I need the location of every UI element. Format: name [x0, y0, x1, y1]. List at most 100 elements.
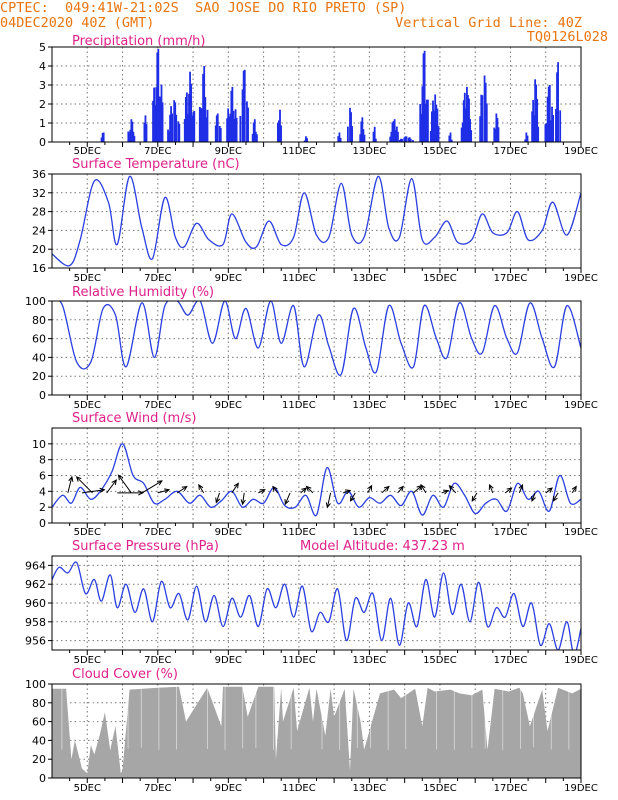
series-6: [52, 684, 581, 778]
wind-arrow: [413, 485, 422, 494]
wind-arrow-head: [349, 495, 355, 502]
x-tick-label: 17DEC: [494, 783, 528, 794]
series-line: [52, 561, 581, 650]
x-tick-label: 13DEC: [353, 273, 387, 284]
precip-bar: [204, 97, 207, 142]
cloud-streak: [533, 684, 535, 748]
wind-arrow: [157, 489, 170, 494]
precip-bar: [254, 131, 257, 142]
x-tick-label: 11DEC: [282, 400, 316, 411]
wind-arrow: [545, 487, 553, 494]
precip-bar: [338, 132, 341, 142]
y-tick-label: 36: [32, 168, 46, 181]
x-tick-label: 7DEC: [144, 655, 171, 666]
x-tick-label: 7DEC: [144, 146, 171, 157]
precip-bar: [412, 140, 414, 142]
wind-arrow-head: [164, 488, 171, 494]
y-tick-label: 24: [32, 224, 46, 237]
precip-bar: [168, 131, 170, 142]
x-tick-label: 5DEC: [74, 655, 101, 666]
precip-bar: [429, 130, 432, 142]
precip-bar: [153, 87, 155, 142]
precip-bar: [232, 110, 235, 142]
precip-bar: [178, 123, 181, 142]
precip-bar: [156, 52, 159, 142]
wind-arrow-head: [301, 487, 308, 493]
precip-bar: [144, 115, 147, 142]
precip-bar: [468, 98, 470, 142]
precip-bar: [161, 102, 164, 142]
panel-1: 0 1 2 3 4 5 5DEC 7DEC 9DEC 11DEC 13DEC 15DEC 17DEC 19…: [39, 34, 598, 157]
wind-arrow: [531, 492, 536, 502]
precip-bar: [421, 86, 424, 142]
precip-bar: [532, 100, 535, 142]
wind-arrow: [67, 476, 73, 494]
precip-bar: [484, 82, 487, 142]
cloud-streak: [405, 684, 407, 750]
precip-bar: [372, 131, 375, 142]
series-2: [52, 175, 581, 267]
model-header: TQ0126L028: [526, 29, 608, 45]
cloud-streak: [484, 684, 486, 749]
precip-bar: [485, 103, 488, 142]
wind-arrow: [518, 484, 523, 494]
precip-bar: [403, 137, 406, 142]
precip-bar: [392, 121, 395, 142]
precip-bar: [215, 115, 218, 142]
wind-arrow: [198, 484, 205, 494]
x-tick-label: 19DEC: [564, 655, 598, 666]
y-tick-label: 0: [39, 389, 46, 402]
precip-bar: [546, 96, 549, 142]
x-tick-label: 11DEC: [282, 146, 316, 157]
y-tick-label: 6: [39, 470, 46, 483]
cloud-streak: [568, 684, 570, 750]
x-tick-label: 15DEC: [423, 527, 457, 538]
cloud-streak: [387, 684, 389, 750]
wind-arrow-head: [367, 484, 373, 491]
precip-bar: [251, 133, 254, 142]
wind-arrow-head: [181, 485, 188, 492]
wind-arrow: [367, 485, 373, 494]
y-tick-label: 80: [32, 697, 46, 710]
cloud-streak: [158, 684, 160, 750]
precip-bar: [143, 122, 146, 142]
wind-arrow-head: [420, 483, 426, 490]
x-tick-label: 19DEC: [564, 273, 598, 284]
panel-frame: [51, 427, 582, 524]
wind-arrow: [381, 486, 390, 494]
cloud-streak: [110, 684, 111, 750]
wind-arrow: [397, 486, 404, 494]
y-tick-label: 960: [25, 597, 46, 610]
cloud-streak: [127, 684, 129, 749]
wind-arrow: [81, 489, 105, 494]
x-tick-label: 13DEC: [353, 527, 387, 538]
precip-bar: [203, 66, 206, 142]
x-tick-label: 11DEC: [282, 273, 316, 284]
precip-bar: [132, 131, 135, 142]
x-tick-label: 9DEC: [215, 783, 242, 794]
wind-arrow: [141, 480, 163, 494]
precip-bar: [545, 123, 548, 142]
wind-arrow-head: [111, 479, 117, 486]
series-5: [52, 561, 581, 650]
wind-arrow: [118, 475, 132, 494]
precip-bar: [399, 139, 401, 142]
wind-arrow-head: [198, 483, 204, 490]
wind-arrow: [350, 492, 356, 502]
precip-bar: [436, 108, 439, 142]
y-tick-label: 28: [32, 206, 46, 219]
precip-bar: [536, 99, 539, 142]
precip-bar: [422, 53, 425, 142]
wind-arrow-head: [571, 485, 577, 492]
precip-bar: [183, 119, 186, 142]
y-tick-label: 964: [25, 559, 46, 572]
x-tick-label: 9DEC: [215, 655, 242, 666]
wind-arrow: [420, 484, 427, 494]
x-tick-label: 7DEC: [144, 273, 171, 284]
x-tick-label: 9DEC: [215, 400, 242, 411]
precip-bar: [462, 100, 465, 142]
x-tick-label: 17DEC: [494, 273, 528, 284]
wind-arrow: [342, 490, 351, 494]
series-4: [52, 443, 581, 517]
precip-bar: [349, 107, 351, 142]
